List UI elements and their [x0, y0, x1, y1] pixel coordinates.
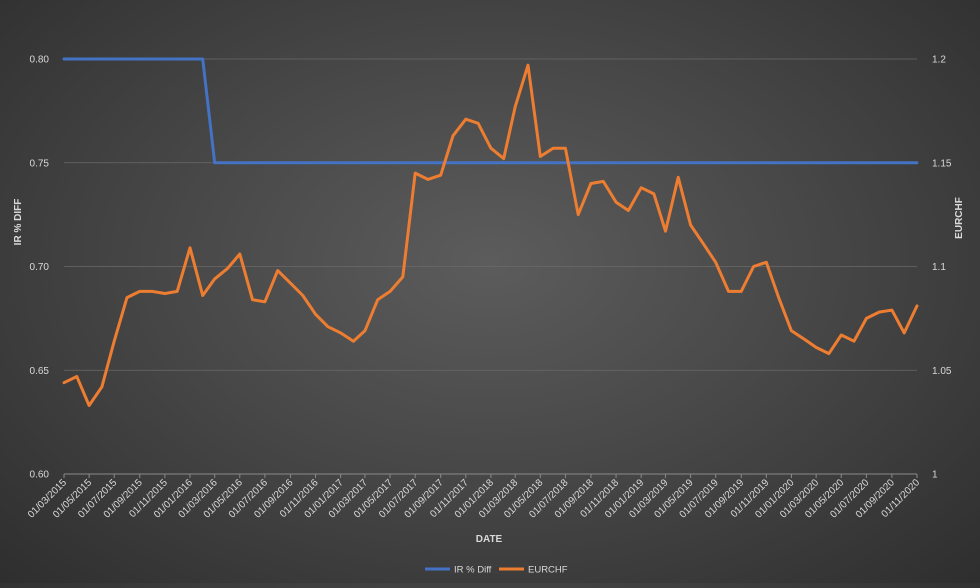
- y-right-tick-label: 1: [932, 470, 938, 481]
- series-line-eurchf: [62, 63, 919, 407]
- legend: IR % Diff EURCHF: [425, 565, 568, 576]
- y-axis-left-title: IR % DIFF: [13, 199, 24, 246]
- y-left-tick-label: 0.60: [30, 470, 50, 481]
- y-left-tick-label: 0.70: [30, 262, 50, 273]
- y-left-tick-label: 0.65: [30, 366, 50, 377]
- y-right-tick-label: 1.1: [932, 262, 946, 273]
- series-lines: [62, 57, 919, 407]
- axis-labels: 0.60 10.65 1.050.70 1.10.75 1.150.80 1.201/03…: [26, 55, 952, 521]
- y-right-tick-label: 1.2: [932, 55, 946, 66]
- series-line-ir-diff: [62, 57, 919, 165]
- legend-label-eurchf: EURCHF: [528, 565, 568, 576]
- y-right-tick-label: 1.15: [932, 158, 952, 169]
- axes: [63, 473, 918, 478]
- y-left-tick-label: 0.80: [30, 55, 50, 66]
- y-axis-right-title: EURCHF: [954, 197, 965, 239]
- y-left-tick-label: 0.75: [30, 158, 50, 169]
- legend-label-ir-diff: IR % Diff: [454, 565, 492, 576]
- y-right-tick-label: 1.05: [932, 366, 952, 377]
- x-axis-title: DATE: [476, 534, 503, 545]
